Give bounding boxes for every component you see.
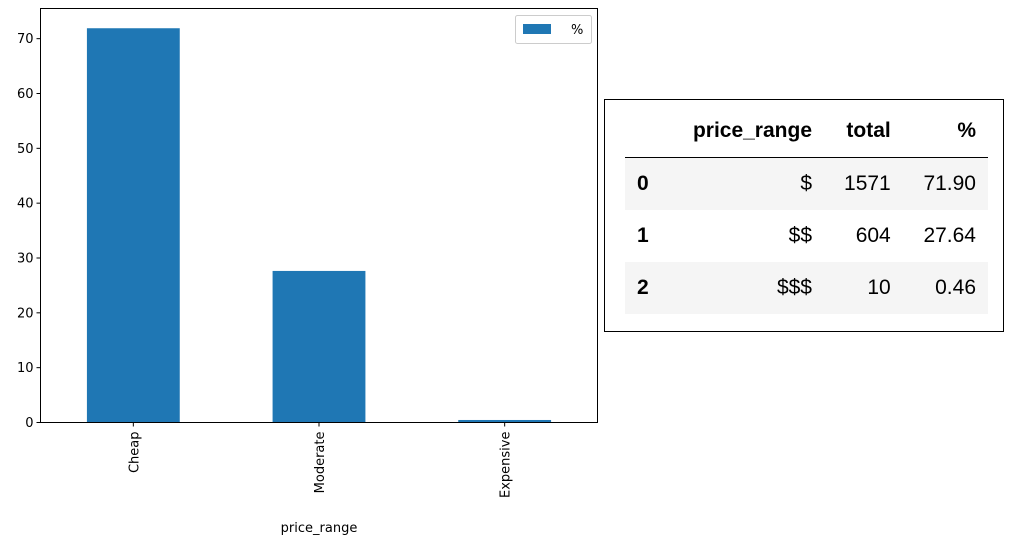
table-header-row: price_range total % xyxy=(625,105,988,158)
x-tick-label: Expensive xyxy=(499,432,514,498)
price-range-cell: $$ xyxy=(788,224,812,247)
percent-cell: 0.46 xyxy=(935,276,976,299)
price-range-header: price_range xyxy=(664,105,824,158)
y-tick-label: 50 xyxy=(17,142,34,157)
percent-cell: 71.90 xyxy=(923,172,976,195)
price-range-cell: $$$ xyxy=(776,276,812,299)
total-cell: 604 xyxy=(855,224,891,247)
percent-cell: 27.64 xyxy=(923,224,976,247)
table-row: 0 $ 1571 71.90 xyxy=(625,157,988,210)
y-tick-label: 40 xyxy=(17,197,34,212)
bar-expensive xyxy=(458,419,552,423)
legend-frame xyxy=(515,15,592,44)
table-row: 1 $$ 604 27.64 xyxy=(625,210,988,262)
legend: % xyxy=(515,15,592,44)
total-cell: 10 xyxy=(867,276,891,299)
table-row: 2 $$$ 10 0.46 xyxy=(625,262,988,314)
y-tick-label: 0 xyxy=(25,416,33,431)
row-index: 1 xyxy=(637,224,649,247)
bar-moderate xyxy=(272,270,366,423)
total-header: total xyxy=(824,105,903,158)
plot-frame xyxy=(40,8,598,423)
y-axis: 0 10 20 30 40 50 60 70 xyxy=(17,32,41,431)
bar-cheap xyxy=(86,28,180,423)
y-tick-label: 10 xyxy=(17,361,34,376)
y-tick-label: 20 xyxy=(17,306,34,321)
y-tick-label: 30 xyxy=(17,251,34,266)
x-tick-label: Cheap xyxy=(127,432,142,474)
dataframe-container: price_range total % 0 $ 1571 71.90 1 $$ … xyxy=(604,99,1004,332)
x-tick-label: Moderate xyxy=(313,432,328,494)
total-cell: 1571 xyxy=(844,172,891,195)
percent-header: % xyxy=(902,105,988,158)
legend-swatch xyxy=(523,24,551,34)
price-range-table: price_range total % 0 $ 1571 71.90 1 $$ … xyxy=(625,105,988,314)
row-index: 0 xyxy=(637,172,649,195)
legend-label: % xyxy=(571,23,583,38)
x-axis-label: price_range xyxy=(281,521,358,536)
y-tick-label: 70 xyxy=(17,32,34,47)
index-header xyxy=(625,105,665,158)
y-tick-label: 60 xyxy=(17,87,34,102)
x-axis: Cheap Moderate Expensive xyxy=(127,422,514,498)
bar-chart: 0 10 20 30 40 50 60 70 Cheap Moderate Expensive p… xyxy=(17,8,598,536)
bars-layer xyxy=(86,28,552,423)
row-index: 2 xyxy=(637,276,649,299)
price-range-cell: $ xyxy=(800,172,812,195)
